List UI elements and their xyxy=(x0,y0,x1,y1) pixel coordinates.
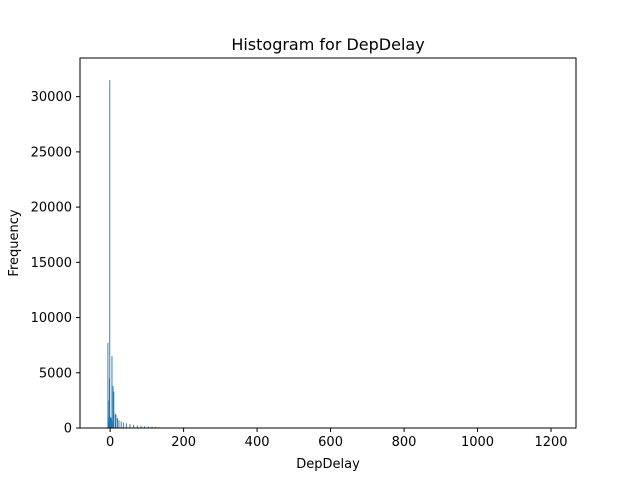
chart-title: Histogram for DepDelay xyxy=(231,35,424,54)
x-axis-label: DepDelay xyxy=(296,457,360,472)
y-tick-label: 30000 xyxy=(31,90,72,105)
histogram-bar xyxy=(115,414,117,428)
histogram-bar xyxy=(147,426,149,428)
histogram-bar xyxy=(111,356,113,428)
histogram-bar xyxy=(120,421,122,428)
y-tick-label: 20000 xyxy=(31,201,72,216)
histogram-bar xyxy=(109,80,111,428)
x-axis: 0 200 400 600 800 1000 1200 xyxy=(106,428,568,450)
histogram-bar xyxy=(140,425,142,428)
histogram-bar xyxy=(129,424,131,428)
histogram-bar xyxy=(118,420,120,428)
x-tick-label: 400 xyxy=(245,435,270,450)
y-tick-label: 25000 xyxy=(31,145,72,160)
y-axis: 0 5000 10000 15000 20000 25000 30000 xyxy=(31,90,80,437)
histogram-bar xyxy=(117,418,118,428)
y-tick-label: 0 xyxy=(64,422,72,437)
histogram-bar xyxy=(107,342,109,428)
x-tick-label: 1000 xyxy=(461,435,494,450)
histogram-bar xyxy=(111,421,113,428)
histogram-bar xyxy=(133,424,135,428)
histogram-bar xyxy=(114,413,116,428)
histogram-bar xyxy=(113,391,115,428)
histogram-bar xyxy=(151,426,153,428)
histogram-bar xyxy=(122,422,124,428)
x-tick-label: 0 xyxy=(106,435,114,450)
x-tick-label: 600 xyxy=(318,435,343,450)
histogram-bar xyxy=(155,426,157,428)
histogram-bar xyxy=(136,425,138,428)
x-tick-label: 800 xyxy=(392,435,417,450)
histogram-bar xyxy=(112,386,114,428)
y-tick-label: 5000 xyxy=(39,366,72,381)
y-axis-label: Frequency xyxy=(7,209,22,276)
y-tick-label: 10000 xyxy=(31,311,72,326)
histogram-bar xyxy=(125,423,127,428)
histogram-bar xyxy=(144,426,146,428)
bars-group xyxy=(107,80,552,428)
y-tick-label: 15000 xyxy=(31,256,72,271)
x-tick-label: 1200 xyxy=(534,435,567,450)
plot-frame xyxy=(79,57,577,429)
x-tick-label: 200 xyxy=(171,435,196,450)
